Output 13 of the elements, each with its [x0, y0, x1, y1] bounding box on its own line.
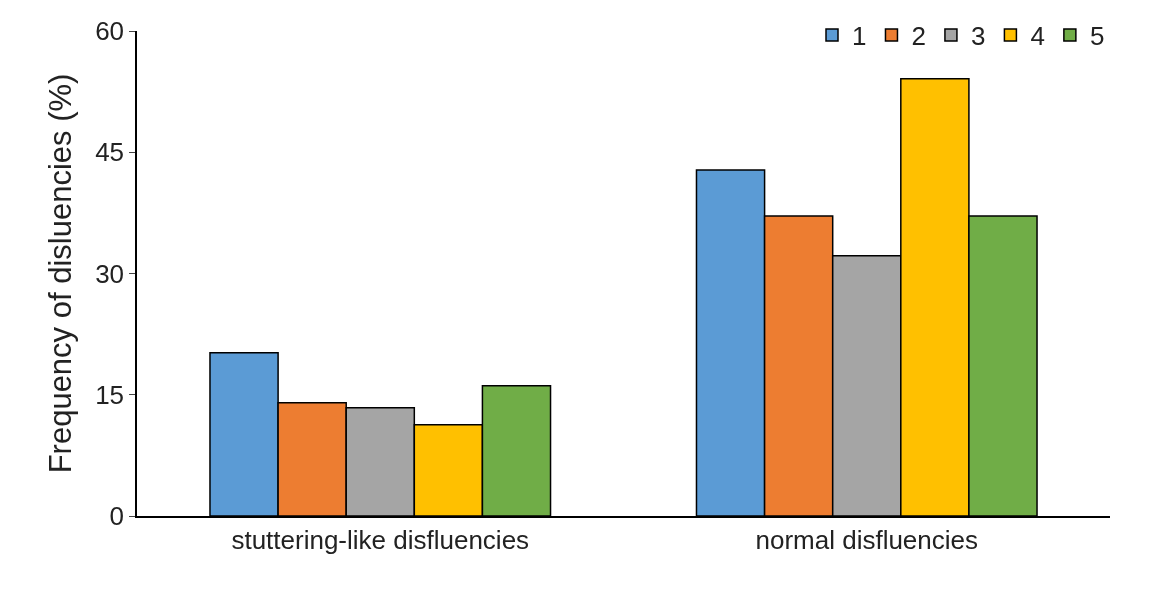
legend-label: 5: [1089, 21, 1105, 52]
x-tick-label: normal disfluencies: [755, 524, 979, 555]
y-axis-title: Frequency of disluencies (%): [43, 73, 79, 474]
x-tick-label: stuttering-like disfluencies: [231, 524, 530, 555]
legend-label: 2: [911, 21, 926, 52]
y-tick-label: 60: [95, 16, 125, 47]
y-tick-label: 0: [109, 501, 125, 532]
legend-label: 3: [970, 21, 986, 52]
y-tick-label: 45: [95, 137, 125, 168]
y-tick-label: 15: [95, 379, 125, 410]
legend-label: 4: [1030, 21, 1045, 52]
y-tick-label: 30: [95, 258, 125, 289]
legend-label: 1: [852, 21, 867, 52]
